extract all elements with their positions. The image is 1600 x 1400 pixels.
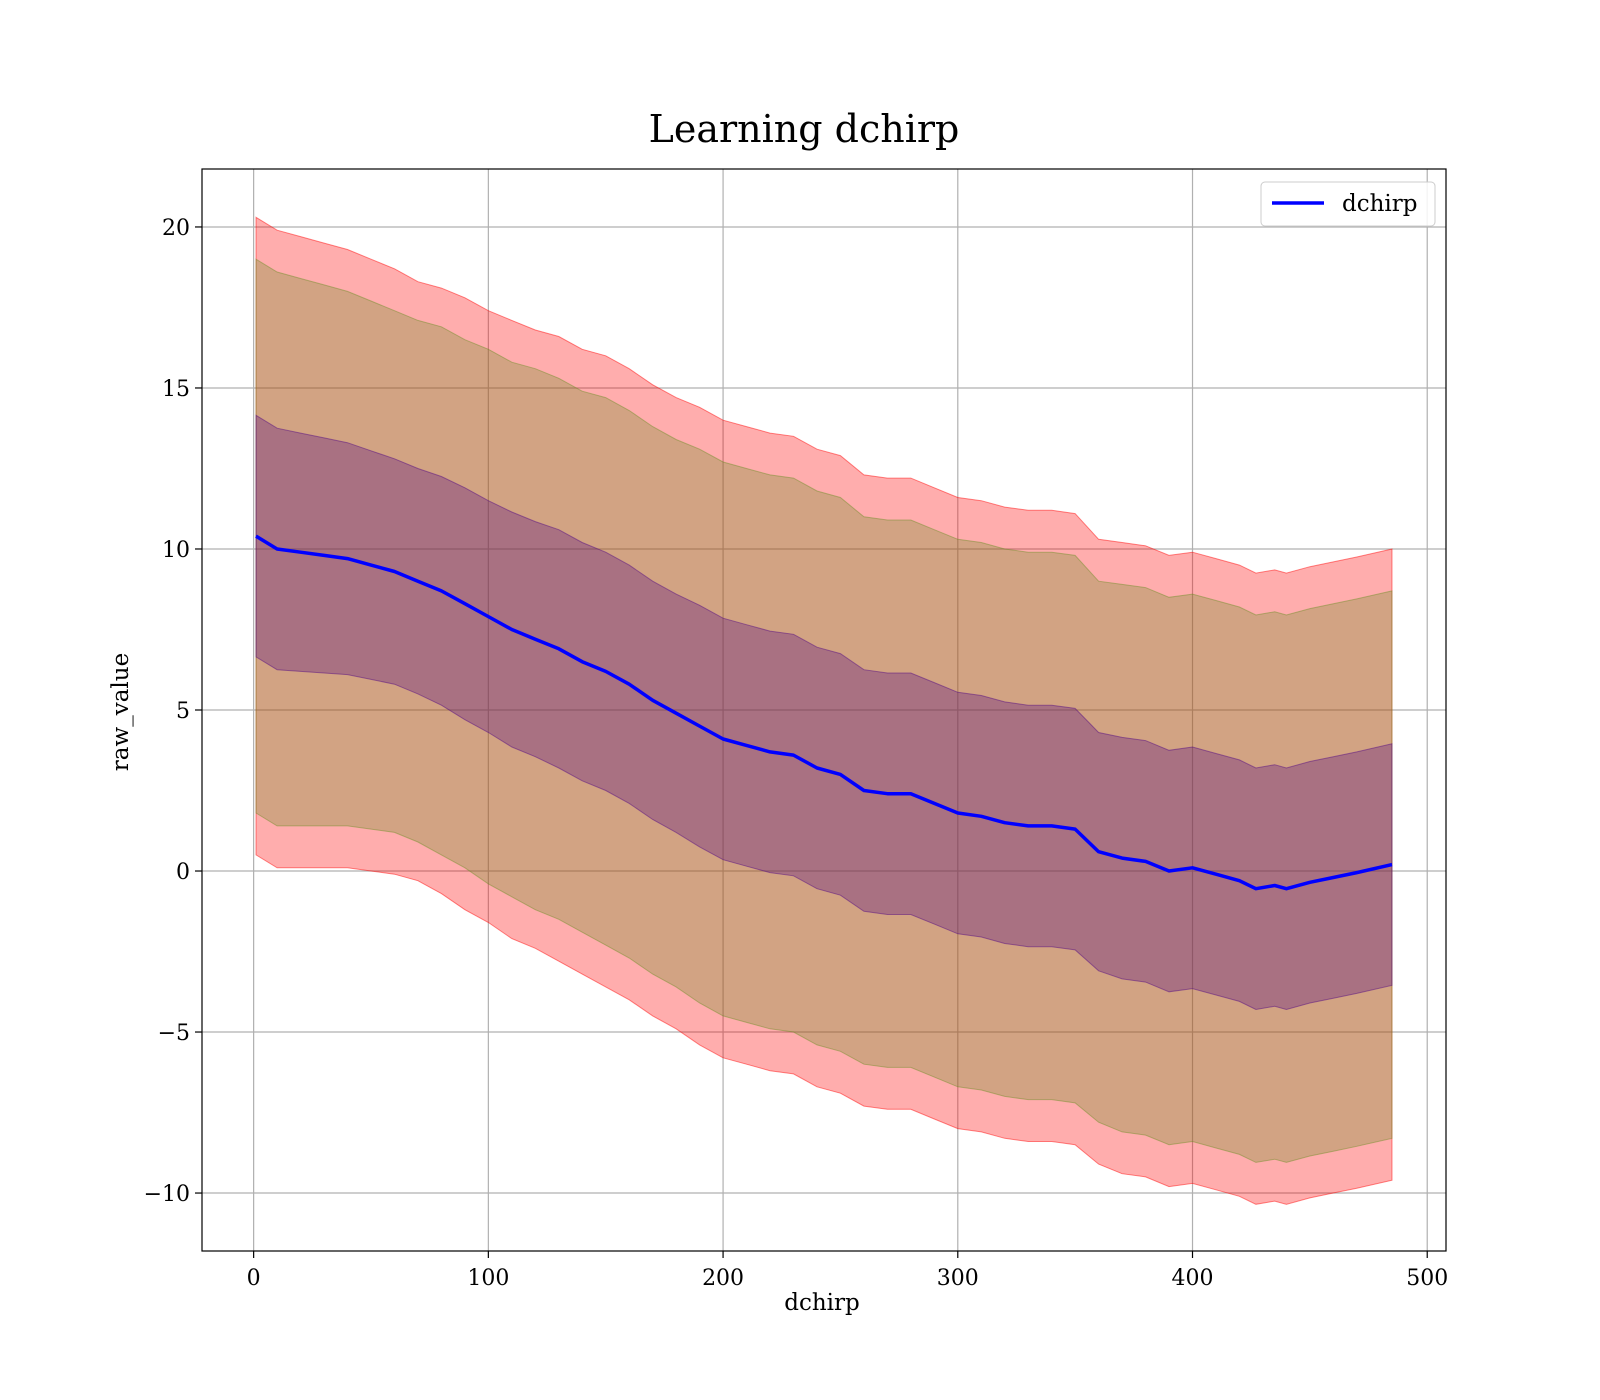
chart-title: Learning dchirp [649,107,960,151]
x-axis-label: dchirp [784,1290,860,1316]
plot-area [201,168,1447,1252]
legend-label-dchirp: dchirp [1342,191,1418,217]
y-tick-label: 10 [162,538,190,563]
grid [202,169,1446,1251]
y-tick-label: −5 [158,1021,190,1046]
x-tick-label: 0 [247,1266,261,1291]
x-tick-label: 100 [467,1266,509,1291]
y-tick-label: 20 [162,216,190,241]
confidence-band-1 [255,216,1393,1205]
x-tick-label: 300 [937,1266,979,1291]
x-tick-label: 500 [1406,1266,1448,1291]
y-tick-label: 0 [176,860,190,885]
y-tick-label: 5 [176,699,190,724]
y-axis: −10 −5 0 5 10 15 20 [144,216,202,1207]
confidence-bands [255,216,1393,1205]
legend: dchirp [1260,181,1436,227]
series-line-dchirp [255,534,1393,891]
legend-box [1260,181,1436,227]
y-tick-label: −10 [144,1182,190,1207]
x-tick-label: 400 [1172,1266,1214,1291]
confidence-band-2 [255,258,1393,1163]
x-axis: 0 100 200 300 400 500 [247,1251,1448,1291]
x-tick-label: 200 [702,1266,744,1291]
y-axis-label: raw_value [108,653,134,771]
confidence-band-3 [255,414,1393,1011]
y-tick-label: 15 [162,377,190,402]
